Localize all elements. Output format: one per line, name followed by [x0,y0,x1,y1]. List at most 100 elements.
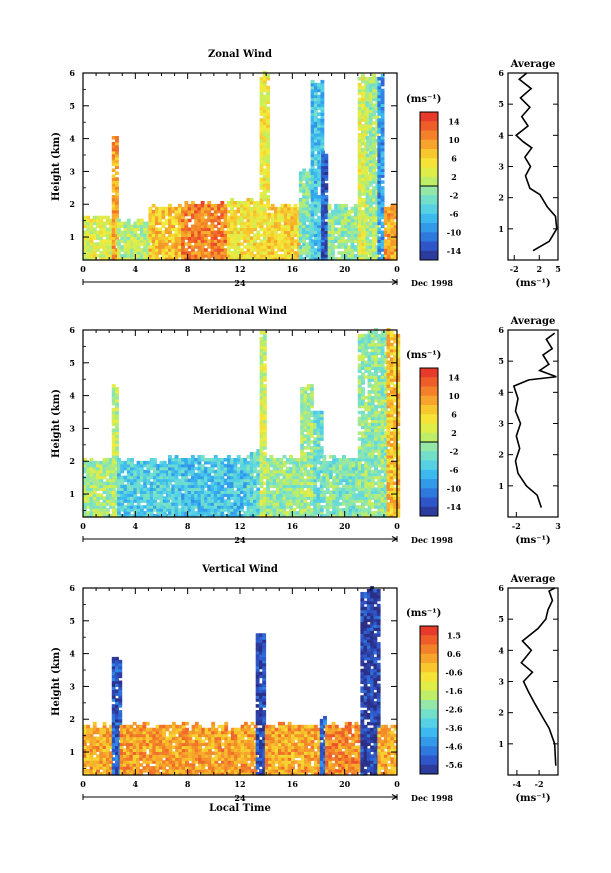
heat-cell [319,511,324,515]
heat-cell [357,133,362,137]
heat-cell [337,227,342,232]
heat-cell [364,457,369,462]
heat-cell [151,209,156,214]
heat-cell [289,511,293,515]
heat-cell [305,177,310,181]
heat-cell [380,192,385,196]
heat-cell [236,242,241,246]
heat-cell [279,514,284,518]
heat-cell [368,195,373,199]
heat-cell [348,490,353,494]
heat-cell [308,206,313,211]
heat-cell [194,254,199,258]
heat-cell [139,487,144,492]
heat-cell [168,230,172,235]
heat-cell [200,209,205,214]
heat-cell [164,218,169,223]
heat-cell [233,460,238,465]
heat-cell [111,239,116,243]
heat-cell [174,502,179,506]
heat-cell [240,475,244,480]
heat-cell [372,200,377,205]
heat-cell [390,254,395,258]
heat-cell [148,215,153,220]
heat-cell [368,76,373,81]
heat-cell [213,463,218,468]
heat-cell [295,481,300,486]
heat-cell [259,254,264,258]
heat-cell [226,224,231,229]
heat-cell [109,502,114,506]
heat-cell [109,493,114,497]
heat-cell [292,499,297,503]
heat-cell [308,174,313,178]
heat-cell [262,135,267,140]
heat-cell [361,159,365,164]
heat-cell [367,499,372,503]
heat-cell [262,475,267,480]
heat-cell [190,499,195,503]
heat-cell [328,514,333,518]
heat-cell [317,112,322,116]
heat-cell [92,248,97,252]
heat-cell [236,454,241,459]
heat-cell [259,472,264,477]
heat-cell [377,410,382,415]
heat-cell [83,508,87,512]
heat-cell [302,230,307,235]
heat-cell [86,221,91,226]
heat-cell [380,398,385,403]
heat-cell [367,366,372,370]
heat-cell [266,203,271,208]
heat-cell [174,215,179,220]
heat-cell [267,215,272,220]
heat-cell [300,454,305,459]
heat-cell [310,387,314,391]
heat-cell [310,115,315,119]
profile-x-tick-label: -2 [510,264,519,274]
heat-cell [143,487,148,492]
heat-cell [166,478,170,483]
heat-cell [184,505,189,509]
colorbar-tick-label: -6 [450,209,459,219]
heat-cell [111,183,116,187]
heat-cell [361,378,365,382]
heat-cell [83,236,87,240]
heat-cell [210,457,215,462]
heat-cell [246,478,251,483]
heat-cell [210,496,215,500]
heat-cell [361,390,365,394]
heat-cell [344,215,348,220]
heat-cell [102,221,107,226]
heat-cell [308,248,313,252]
heat-cell [324,221,329,226]
heat-cell [300,460,305,465]
colorbar-segment [420,195,438,205]
heat-cell [259,195,264,199]
heat-cell [194,215,199,220]
heat-cell [364,339,369,344]
heat-cell [372,224,377,229]
heat-cell [296,227,301,232]
heat-cell [136,245,141,249]
heat-cell [357,236,362,240]
heat-cell [285,472,290,477]
heat-cell [308,189,313,193]
heat-cell [377,514,382,518]
heat-cell [305,206,310,211]
heat-cell [240,472,244,477]
heat-cell [236,502,241,506]
heat-cell [289,496,293,500]
heat-cell [377,342,382,347]
heat-cell [92,236,97,240]
heat-cell [166,472,170,477]
heat-cell [305,230,310,235]
heat-cell [361,505,365,509]
heat-cell [357,192,362,196]
heat-cell [161,212,166,217]
heat-cell [330,257,335,261]
heat-cell [332,466,337,471]
heat-cell [233,239,238,243]
heat-cell [187,469,192,474]
heat-cell [259,100,264,105]
